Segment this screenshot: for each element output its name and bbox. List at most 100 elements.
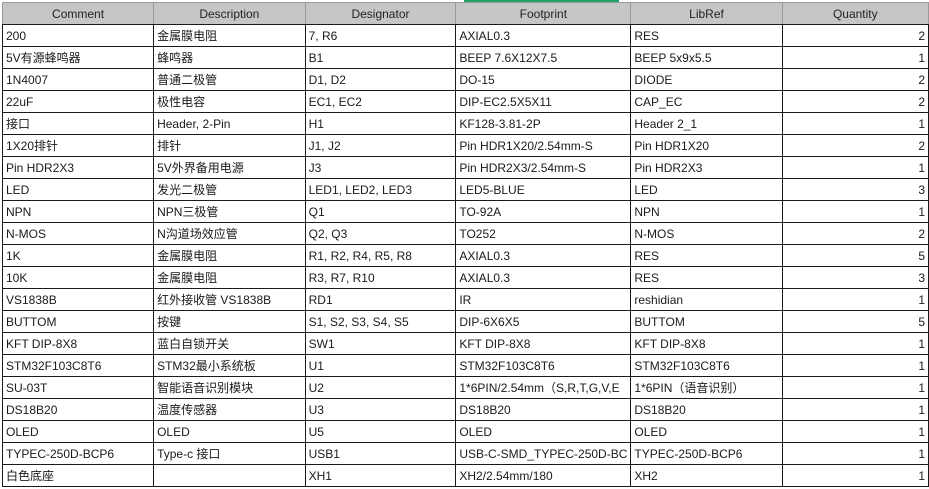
cell-libref[interactable]: BUTTOM (630, 310, 783, 333)
cell-comment[interactable]: 5V有源蜂鸣器 (1, 46, 155, 69)
cell-designator[interactable]: R1, R2, R4, R5, R8 (304, 244, 457, 267)
cell-quantity[interactable]: 2 (781, 24, 929, 47)
cell-libref[interactable]: Header 2_1 (630, 112, 783, 135)
cell-designator[interactable]: S1, S2, S3, S4, S5 (304, 310, 457, 333)
cell-libref[interactable]: RES (630, 266, 783, 289)
cell-quantity[interactable]: 2 (781, 68, 929, 91)
cell-description[interactable]: OLED (153, 420, 306, 443)
cell-comment[interactable]: 白色底座 (1, 464, 155, 487)
cell-footprint[interactable]: AXIAL0.3 (455, 244, 632, 267)
cell-libref[interactable]: BEEP 5x9x5.5 (630, 46, 783, 69)
cell-libref[interactable]: LED (630, 178, 783, 201)
cell-comment[interactable]: BUTTOM (1, 310, 155, 333)
cell-footprint[interactable]: STM32F103C8T6 (455, 354, 632, 377)
cell-quantity[interactable]: 2 (781, 222, 929, 245)
cell-quantity[interactable]: 3 (781, 266, 929, 289)
cell-libref[interactable]: DIODE (630, 68, 783, 91)
cell-description[interactable]: 金属膜电阻 (153, 244, 306, 267)
cell-comment[interactable]: 1K (1, 244, 155, 267)
cell-comment[interactable]: 200 (1, 24, 155, 47)
cell-designator[interactable]: XH1 (304, 464, 457, 487)
cell-comment[interactable]: 1N4007 (1, 68, 155, 91)
cell-comment[interactable]: OLED (1, 420, 155, 443)
cell-description[interactable]: 5V外界备用电源 (153, 156, 306, 179)
cell-description[interactable]: 红外接收管 VS1838B (153, 288, 306, 311)
cell-description[interactable]: 智能语音识别模块 (153, 376, 306, 399)
cell-designator[interactable]: J3 (304, 156, 457, 179)
cell-libref[interactable]: 1*6PIN（语音识别） (630, 376, 783, 399)
cell-quantity[interactable]: 1 (781, 200, 929, 223)
cell-comment[interactable]: DS18B20 (1, 398, 155, 421)
cell-comment[interactable]: STM32F103C8T6 (1, 354, 155, 377)
cell-comment[interactable]: VS1838B (1, 288, 155, 311)
cell-quantity[interactable]: 1 (781, 398, 929, 421)
cell-footprint[interactable]: Pin HDR2X3/2.54mm-S (455, 156, 632, 179)
cell-description[interactable]: 按键 (153, 310, 306, 333)
cell-quantity[interactable]: 1 (781, 332, 929, 355)
cell-quantity[interactable]: 1 (781, 112, 929, 135)
cell-comment[interactable]: 10K (1, 266, 155, 289)
cell-designator[interactable]: U1 (304, 354, 457, 377)
cell-designator[interactable]: H1 (304, 112, 457, 135)
column-header-quantity[interactable]: Quantity (781, 2, 929, 25)
cell-footprint[interactable]: TO-92A (455, 200, 632, 223)
cell-description[interactable]: 温度传感器 (153, 398, 306, 421)
cell-description[interactable]: 金属膜电阻 (153, 24, 306, 47)
cell-designator[interactable]: U5 (304, 420, 457, 443)
cell-footprint[interactable]: USB-C-SMD_TYPEC-250D-BC (455, 442, 632, 465)
cell-description[interactable]: 极性电容 (153, 90, 306, 113)
cell-comment[interactable]: N-MOS (1, 222, 155, 245)
cell-quantity[interactable]: 1 (781, 354, 929, 377)
cell-footprint[interactable]: DO-15 (455, 68, 632, 91)
cell-footprint[interactable]: Pin HDR1X20/2.54mm-S (455, 134, 632, 157)
cell-comment[interactable]: 接口 (1, 112, 155, 135)
cell-designator[interactable]: U2 (304, 376, 457, 399)
column-header-comment[interactable]: Comment (1, 2, 155, 25)
cell-designator[interactable]: U3 (304, 398, 457, 421)
cell-designator[interactable]: R3, R7, R10 (304, 266, 457, 289)
cell-libref[interactable]: TYPEC-250D-BCP6 (630, 442, 783, 465)
cell-description[interactable]: 普通二极管 (153, 68, 306, 91)
cell-quantity[interactable]: 5 (781, 310, 929, 333)
cell-quantity[interactable]: 1 (781, 46, 929, 69)
cell-footprint[interactable]: DIP-6X6X5 (455, 310, 632, 333)
cell-quantity[interactable]: 2 (781, 134, 929, 157)
cell-description[interactable]: 发光二极管 (153, 178, 306, 201)
cell-footprint[interactable]: AXIAL0.3 (455, 24, 632, 47)
cell-designator[interactable]: EC1, EC2 (304, 90, 457, 113)
cell-designator[interactable]: J1, J2 (304, 134, 457, 157)
cell-designator[interactable]: 7, R6 (304, 24, 457, 47)
cell-comment[interactable]: SU-03T (1, 376, 155, 399)
cell-quantity[interactable]: 2 (781, 90, 929, 113)
column-header-designator[interactable]: Designator (304, 2, 457, 25)
cell-description[interactable] (153, 464, 306, 487)
cell-footprint[interactable]: DIP-EC2.5X5X11 (455, 90, 632, 113)
cell-libref[interactable]: NPN (630, 200, 783, 223)
cell-description[interactable]: 蓝白自锁开关 (153, 332, 306, 355)
cell-quantity[interactable]: 1 (781, 288, 929, 311)
cell-footprint[interactable]: AXIAL0.3 (455, 266, 632, 289)
cell-footprint[interactable]: OLED (455, 420, 632, 443)
cell-description[interactable]: 蜂鸣器 (153, 46, 306, 69)
cell-designator[interactable]: D1, D2 (304, 68, 457, 91)
cell-designator[interactable]: RD1 (304, 288, 457, 311)
cell-libref[interactable]: OLED (630, 420, 783, 443)
cell-quantity[interactable]: 1 (781, 420, 929, 443)
cell-footprint[interactable]: KF128-3.81-2P (455, 112, 632, 135)
cell-footprint[interactable]: KFT DIP-8X8 (455, 332, 632, 355)
cell-libref[interactable]: RES (630, 244, 783, 267)
cell-designator[interactable]: USB1 (304, 442, 457, 465)
cell-libref[interactable]: RES (630, 24, 783, 47)
cell-quantity[interactable]: 1 (781, 464, 929, 487)
cell-footprint[interactable]: IR (455, 288, 632, 311)
cell-comment[interactable]: KFT DIP-8X8 (1, 332, 155, 355)
cell-footprint[interactable]: XH2/2.54mm/180 (455, 464, 632, 487)
cell-comment[interactable]: TYPEC-250D-BCP6 (1, 442, 155, 465)
cell-comment[interactable]: LED (1, 178, 155, 201)
cell-description[interactable]: N沟道场效应管 (153, 222, 306, 245)
cell-libref[interactable]: reshidian (630, 288, 783, 311)
cell-comment[interactable]: Pin HDR2X3 (1, 156, 155, 179)
cell-footprint[interactable]: LED5-BLUE (455, 178, 632, 201)
cell-footprint[interactable]: 1*6PIN/2.54mm（S,R,T,G,V,E (455, 376, 632, 399)
cell-footprint[interactable]: BEEP 7.6X12X7.5 (455, 46, 632, 69)
